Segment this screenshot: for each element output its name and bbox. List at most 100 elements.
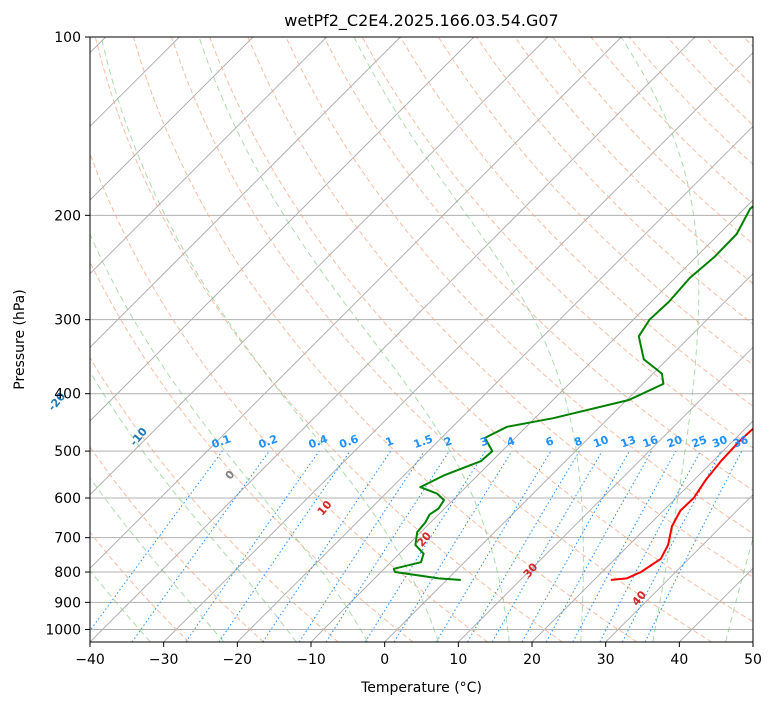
moist-adiabat-line (90, 569, 151, 642)
mixing-ratio-line (644, 450, 743, 642)
isotherm-line (90, 37, 549, 496)
dry-adiabat-line (437, 37, 753, 366)
dry-adiabat-line (90, 356, 339, 642)
y-tick-label: 600 (54, 491, 81, 507)
x-tick-label: 30 (597, 652, 615, 668)
y-tick-label: 300 (54, 313, 81, 329)
isotherm-line (531, 420, 753, 642)
isotherm-line (90, 37, 254, 201)
y-axis-title: Pressure (hPa) (12, 289, 28, 389)
mixing-ratio-label: 3 (478, 434, 490, 449)
mixing-ratio-label: 13 (619, 433, 638, 450)
x-tick-label: 10 (449, 652, 467, 668)
x-tick-label: −20 (223, 652, 253, 668)
mixing-ratio-label: 0.2 (257, 432, 280, 451)
x-tick-label: −40 (75, 652, 105, 668)
x-tick-label: −10 (296, 652, 326, 668)
isotherm-line (605, 493, 753, 642)
mixing-ratio-line (90, 450, 223, 632)
x-axis-title: Temperature (°C) (360, 680, 482, 696)
y-tick-label: 100 (54, 30, 81, 46)
mixing-ratio-label: 0.1 (210, 432, 233, 451)
moist-adiabat-line (725, 536, 753, 642)
isotherm-line (384, 272, 753, 642)
mixing-ratio-label: 30 (710, 433, 729, 451)
isotherm-line (90, 37, 328, 275)
mixing-ratio-line (298, 450, 425, 642)
isotherm-line (90, 37, 475, 422)
moist-adiabat-line (100, 37, 439, 642)
mixing-ratio-line (325, 450, 450, 642)
mixing-ratio-label: 4 (505, 434, 517, 449)
x-tick-label: 0 (380, 652, 389, 668)
y-tick-label: 900 (54, 595, 81, 611)
sounding-profiles (392, 205, 753, 581)
moist-adiabat-line (353, 37, 584, 642)
dry-adiabat-line (132, 37, 638, 642)
isotherm-line (90, 37, 401, 349)
moist-adiabat-line (620, 37, 700, 642)
moist-adiabat-line (90, 232, 369, 642)
temperature-profile-line (610, 427, 753, 581)
dry-adiabat-line (171, 37, 712, 642)
x-tick-label: −30 (149, 652, 179, 668)
mixing-ratio-line (185, 450, 320, 642)
plot-frame (89, 36, 754, 643)
mixing-ratio-label: 6 (544, 434, 556, 449)
x-tick-label: 20 (523, 652, 541, 668)
dry-adiabat-line (94, 37, 563, 642)
mixing-ratio-line (572, 450, 677, 642)
dry-adiabat-line (90, 260, 414, 642)
y-tick-label: 700 (54, 531, 81, 547)
isotherm-line (236, 125, 753, 642)
y-axis: 100 200 300 400 500 600 700 800 900 1000 (45, 30, 90, 638)
dry-adiabat-line (90, 531, 190, 642)
mixing-ratio-line (218, 450, 351, 642)
x-tick-label: 40 (670, 652, 688, 668)
mixing-ratio-label: 16 (641, 433, 660, 451)
moist-adiabat-line (90, 476, 225, 642)
mixing-ratio-line (393, 450, 513, 642)
moist-adiabat-line (198, 37, 510, 642)
x-axis: −40 −30 −20 −10 0 10 20 30 40 50 (75, 642, 762, 668)
y-tick-label: 800 (54, 565, 81, 581)
mixing-ratio-label: 1 (384, 434, 396, 449)
y-tick-label: 1000 (45, 622, 81, 638)
mixing-ratio-label: 2 (442, 434, 454, 449)
mixing-ratio-line (262, 450, 392, 642)
isotherm-line (90, 37, 696, 642)
x-tick-label: 50 (744, 652, 762, 668)
mixing-ratio-label: 10 (592, 433, 611, 451)
mixing-ratio-label: 0.6 (338, 432, 361, 451)
chart-title: wetPf2_C2E4.2025.166.03.54.G07 (284, 11, 558, 31)
mixing-ratio-line (521, 450, 630, 642)
mixing-ratio-label: 36 (731, 433, 750, 451)
dry-adiabat-line (285, 37, 753, 535)
mixing-ratio-label: 8 (572, 434, 584, 449)
y-tick-label: 400 (54, 387, 81, 403)
isotherm-line (90, 37, 622, 570)
dry-adiabat-line (90, 446, 264, 642)
isotherm-line (163, 51, 753, 642)
y-tick-label: 200 (54, 208, 81, 224)
dry-adiabat-line (514, 37, 753, 285)
mixing-ratio-line (131, 450, 270, 642)
mixing-ratio-line (545, 450, 653, 642)
moist-adiabat-line (90, 370, 297, 642)
dry-adiabat-line (361, 37, 753, 449)
dry-adiabat-line (247, 37, 753, 578)
isopleth-labels: 0.10.20.40.611.52346810131620253036-100-… (46, 390, 751, 609)
dry-adiabat-line (399, 37, 753, 407)
y-tick-label: 500 (54, 444, 81, 460)
background-lines (90, 37, 753, 642)
dry-adiabat-line (90, 152, 488, 642)
dry-adiabat-line (209, 37, 753, 623)
mixing-ratio-label: 1.5 (412, 432, 435, 451)
mixing-ratio-label: 25 (690, 433, 709, 450)
dewpoint-profile-line (392, 205, 753, 581)
dry-adiabat-line (323, 37, 753, 491)
isotherm-line (457, 346, 753, 642)
mixing-ratio-label: 20 (665, 433, 684, 451)
